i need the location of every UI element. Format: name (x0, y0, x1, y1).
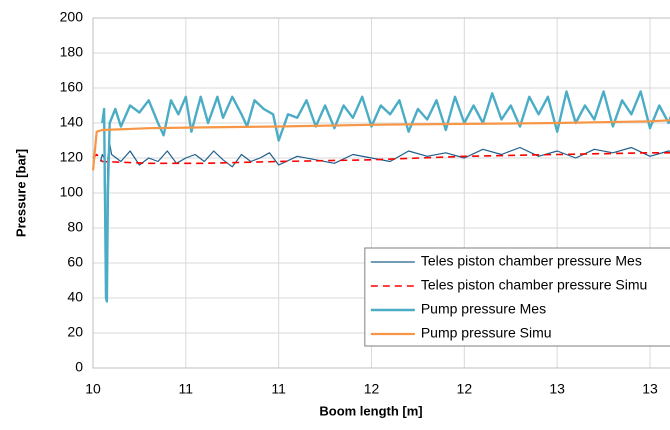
x-tick-label: 11 (179, 381, 194, 397)
series-line (101, 90, 670, 303)
y-tick-label: 40 (67, 289, 83, 305)
y-tick-label: 0 (75, 359, 83, 375)
y-tick-label: 60 (67, 254, 83, 270)
y-tick-label: 100 (60, 184, 84, 200)
series-line (91, 119, 670, 171)
legend: Teles piston chamber pressure Mes Teles p… (364, 247, 670, 347)
y-tick-label: 160 (60, 79, 84, 95)
legend-label: Teles piston chamber pressure Simu (421, 277, 647, 293)
legend-box (364, 247, 670, 347)
x-tick-label: 12 (364, 381, 380, 397)
x-tick-label: 13 (642, 381, 658, 397)
legend-label: Pump pressure Mes (421, 301, 546, 317)
y-axis-title: Pressure [bar] (13, 149, 28, 237)
legend-label: Pump pressure Simu (421, 325, 552, 341)
plot-frame (92, 17, 670, 369)
x-tick-label: 11 (271, 381, 286, 397)
y-tick-label: 180 (60, 44, 84, 60)
x-tick-label: 10 (85, 381, 101, 397)
series-line (92, 152, 670, 165)
x-axis-title: Boom length [m] (319, 403, 422, 418)
legend-label: Teles piston chamber pressure Mes (421, 253, 642, 269)
y-tick-label: 200 (60, 9, 84, 25)
y-tick-label: 80 (67, 219, 83, 235)
x-tick-label: 12 (457, 381, 473, 397)
y-tick-label: 140 (60, 114, 84, 130)
x-tick-label: 13 (549, 381, 565, 397)
series-line (99, 143, 670, 299)
y-tick-label: 120 (60, 149, 84, 165)
y-tick-label: 20 (67, 324, 83, 340)
